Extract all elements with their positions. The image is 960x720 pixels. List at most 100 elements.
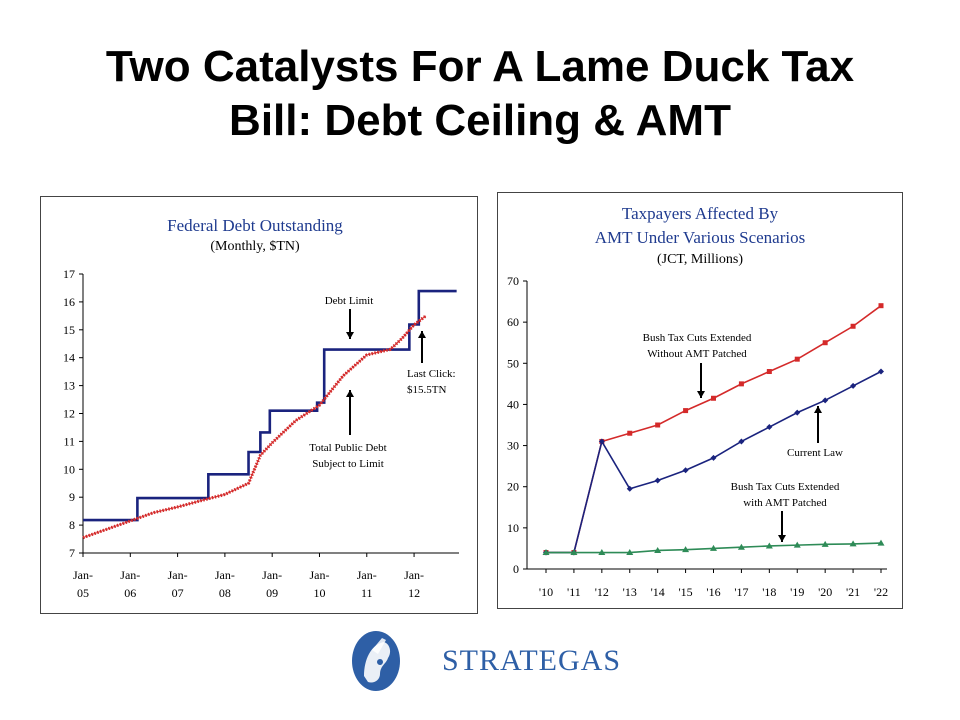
amt-y-tick-label: 50 xyxy=(507,356,519,370)
with-patch-arrow-head xyxy=(778,535,786,542)
amt-no-patch-point xyxy=(794,356,800,362)
amt-y-tick-label: 70 xyxy=(507,274,519,288)
debt-limit-arrow-head xyxy=(346,332,354,339)
debt-x-tick-label-bottom: 06 xyxy=(124,586,136,600)
amt-y-tick-label: 60 xyxy=(507,315,519,329)
amt-with-patch-point xyxy=(849,540,857,547)
amt-with-patch-point xyxy=(821,540,829,547)
slide-title-line-1: Two Catalysts For A Lame Duck Tax xyxy=(105,42,855,91)
debt-y-tick-label: 7 xyxy=(69,546,75,560)
debt-y-tick-label: 17 xyxy=(63,267,75,281)
amt-no-patch-point xyxy=(878,303,884,309)
debt-x-tick-label-bottom: 08 xyxy=(219,586,231,600)
amt-chart-subtitle: (JCT, Millions) xyxy=(657,252,743,267)
debt-y-tick-label: 10 xyxy=(63,462,75,476)
amt-x-tick-label: '20 xyxy=(818,585,832,599)
amt-with-patch-point xyxy=(737,543,745,550)
debt-x-tick-label-bottom: 05 xyxy=(77,586,89,600)
amt-current-law-point xyxy=(822,397,829,404)
amt-chart-title-2: AMT Under Various Scenarios xyxy=(595,228,805,247)
amt-current-law-point xyxy=(710,454,717,461)
amt-with-patch-point xyxy=(598,549,606,556)
amt-y-tick-label: 0 xyxy=(513,562,519,576)
amt-x-tick-label: '10 xyxy=(539,585,553,599)
amt-x-tick-label: '19 xyxy=(790,585,804,599)
debt-x-tick-label-top: Jan- xyxy=(168,568,188,582)
amt-no-patch-point xyxy=(822,340,828,346)
amt-chart-panel: Taxpayers Affected By AMT Under Various … xyxy=(497,192,903,609)
amt-y-tick-label: 10 xyxy=(507,521,519,535)
amt-current-law-point xyxy=(794,409,801,416)
amt-no-patch-point xyxy=(766,369,772,375)
amt-with-patch-point xyxy=(765,542,773,549)
debt-chart-title: Federal Debt Outstanding xyxy=(167,216,343,235)
public-debt-arrow-head xyxy=(346,390,354,397)
debt-x-tick-label-top: Jan- xyxy=(73,568,93,582)
amt-current-law-point xyxy=(850,382,857,389)
amt-with-patch-point xyxy=(793,541,801,548)
with-patch-annotation-line2: with AMT Patched xyxy=(743,497,827,509)
strategas-logo xyxy=(350,628,570,692)
amt-chart-title: Taxpayers Affected By xyxy=(622,204,779,223)
debt-y-tick-label: 8 xyxy=(69,518,75,532)
amt-y-tick-label: 20 xyxy=(507,480,519,494)
debt-x-tick-label-top: Jan- xyxy=(357,568,377,582)
debt-chart: Federal Debt Outstanding (Monthly, $TN) … xyxy=(63,216,459,600)
no-patch-arrow-head xyxy=(697,391,705,398)
amt-no-patch-point xyxy=(711,395,716,401)
amt-current-law-point xyxy=(654,477,661,484)
amt-current-law-point xyxy=(766,424,773,431)
amt-current-law-point xyxy=(626,485,633,492)
amt-current-law-point xyxy=(878,368,884,375)
amt-x-tick-label: '17 xyxy=(734,585,748,599)
debt-y-tick-label: 14 xyxy=(63,351,75,365)
debt-y-tick-label: 16 xyxy=(63,295,75,309)
amt-with-patch-point xyxy=(877,539,885,546)
amt-y-tick-label: 40 xyxy=(507,397,519,411)
last-click-arrow-head xyxy=(418,331,426,338)
debt-x-tick-label-top: Jan- xyxy=(215,568,235,582)
debt-y-tick-label: 15 xyxy=(63,323,75,337)
amt-current-law-point xyxy=(682,467,689,474)
debt-x-tick-label-bottom: 07 xyxy=(172,586,184,600)
amt-with-patch-point xyxy=(682,546,690,553)
amt-current-law-point xyxy=(738,438,745,445)
amt-x-tick-label: '22 xyxy=(874,585,888,599)
debt-limit-line xyxy=(83,289,457,522)
debt-x-tick-label-bottom: 09 xyxy=(266,586,278,600)
amt-y-tick-label: 30 xyxy=(507,439,519,453)
amt-x-tick-label: '15 xyxy=(678,585,692,599)
amt-current-law-point xyxy=(598,438,605,445)
amt-no-patch-point xyxy=(627,430,633,436)
amt-x-tick-label: '11 xyxy=(567,585,581,599)
debt-x-tick-label-bottom: 10 xyxy=(313,586,325,600)
brand-name: STRATEGAS xyxy=(442,644,622,677)
current-law-arrow-head xyxy=(814,406,822,413)
amt-with-patch-point xyxy=(570,549,578,556)
debt-x-tick-label-bottom: 11 xyxy=(361,586,373,600)
debt-y-tick-label: 9 xyxy=(69,490,75,504)
no-patch-annotation-line2: Without AMT Patched xyxy=(647,348,747,360)
debt-chart-subtitle: (Monthly, $TN) xyxy=(210,239,300,254)
amt-no-patch-point xyxy=(683,408,689,414)
amt-x-tick-label: '18 xyxy=(762,585,776,599)
debt-y-tick-label: 11 xyxy=(63,434,75,448)
amt-chart: Taxpayers Affected By AMT Under Various … xyxy=(507,204,888,599)
debt-chart-panel: Federal Debt Outstanding (Monthly, $TN) … xyxy=(40,196,478,614)
debt-limit-annotation: Debt Limit xyxy=(325,295,374,307)
amt-x-tick-label: '16 xyxy=(706,585,720,599)
with-patch-annotation-line1: Bush Tax Cuts Extended xyxy=(731,481,840,493)
helmet-emblem-icon xyxy=(352,631,400,691)
last-click-annotation-line1: Last Click: xyxy=(407,368,456,380)
amt-with-patch-point xyxy=(626,549,634,556)
last-click-annotation-line2: $15.5TN xyxy=(407,384,446,396)
amt-x-tick-label: '13 xyxy=(623,585,637,599)
amt-x-tick-label: '21 xyxy=(846,585,860,599)
debt-x-tick-label-bottom: 12 xyxy=(408,586,420,600)
debt-x-tick-label-top: Jan- xyxy=(309,568,329,582)
amt-with-patch-point xyxy=(654,546,662,553)
current-law-annotation: Current Law xyxy=(787,447,843,459)
public-debt-line-core xyxy=(82,315,427,539)
public-debt-annotation-line2: Subject to Limit xyxy=(312,458,384,470)
amt-no-patch-point xyxy=(850,323,856,329)
